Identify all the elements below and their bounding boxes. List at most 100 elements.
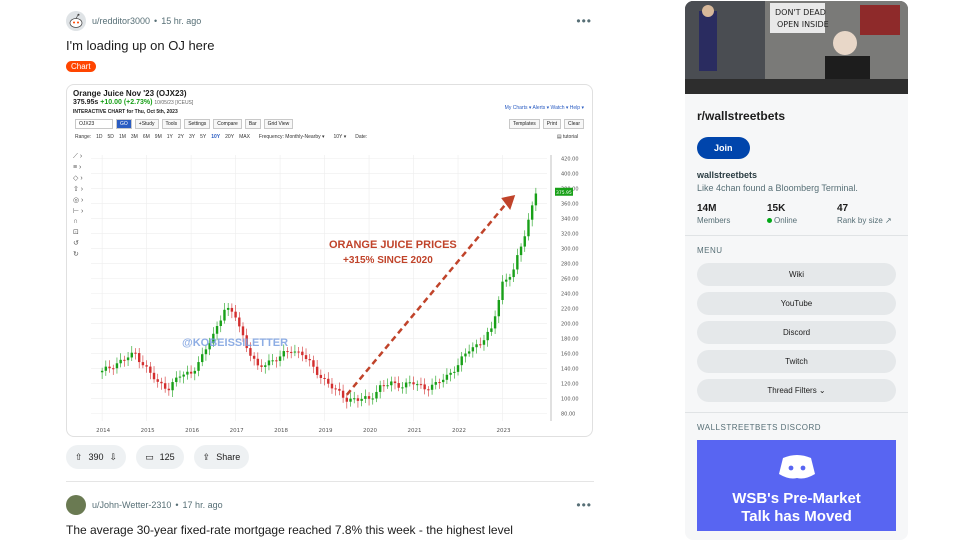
discord-promo[interactable]: WSB's Pre-Market Talk has Moved xyxy=(697,440,896,531)
more-options-icon[interactable]: ••• xyxy=(576,14,592,28)
range-options: 1D 5D 1M 3M 6M 9M 1Y 2Y 3Y 5Y 10Y 20Y MAX xyxy=(96,134,250,140)
y-tick-label: 260.00 xyxy=(561,277,579,283)
post-author[interactable]: u/John-Wetter-2310 xyxy=(92,500,172,510)
community-title: wallstreetbets xyxy=(697,170,758,180)
post-title[interactable]: I'm loading up on OJ here xyxy=(66,38,215,53)
post[interactable]: u/redditor3000 • 15 hr. ago ••• I'm load… xyxy=(66,0,594,469)
y-tick-label: 220.00 xyxy=(561,307,579,313)
avatar[interactable] xyxy=(66,495,86,515)
post-title[interactable]: The average 30-year fixed-rate mortgage … xyxy=(66,523,513,537)
candle-body xyxy=(493,316,497,329)
candle-body xyxy=(416,384,419,386)
candle-body xyxy=(356,398,360,401)
y-tick-label: 300.00 xyxy=(561,247,579,253)
range-option: 1M xyxy=(118,134,126,140)
candle-body xyxy=(160,381,163,384)
annotation-line: +315% SINCE 2020 xyxy=(343,255,433,266)
menu-youtube-button[interactable]: YouTube xyxy=(697,292,896,315)
lock-icon: ⊡ xyxy=(73,229,79,236)
candle-body xyxy=(486,331,489,341)
candle-body xyxy=(241,326,245,336)
menu-discord-button[interactable]: Discord xyxy=(697,321,896,344)
candle-body xyxy=(367,396,371,399)
menu-thread-filters-button[interactable]: Thread Filters ⌄ xyxy=(697,379,896,402)
candle-body xyxy=(501,281,504,300)
post[interactable]: u/John-Wetter-2310 • 17 hr. ago ••• The … xyxy=(66,484,594,538)
candle-body xyxy=(149,366,152,373)
candle-body xyxy=(482,340,486,345)
menu-heading: MENU xyxy=(697,246,723,255)
vote-count: 390 xyxy=(88,452,104,462)
candle-body xyxy=(252,355,256,359)
chart-header: Orange Juice Nov '23 (OJX23) 375.95s +10… xyxy=(73,89,193,117)
candle-body xyxy=(134,352,137,354)
candle-body xyxy=(141,362,145,366)
candle-body xyxy=(208,343,211,350)
y-tick-label: 280.00 xyxy=(561,262,579,268)
svg-text:DON'T DEAD: DON'T DEAD xyxy=(775,8,826,17)
measure-tool-icon: ⊢ › xyxy=(73,208,84,215)
candle-body xyxy=(519,246,523,256)
post-author[interactable]: u/redditor3000 xyxy=(92,16,151,26)
menu-wiki-button[interactable]: Wiki xyxy=(697,263,896,286)
range-option: 10Y xyxy=(211,134,221,140)
candle-body xyxy=(275,360,278,362)
toolbar-item: Settings xyxy=(184,119,211,129)
candle-body xyxy=(390,381,393,386)
more-options-icon[interactable]: ••• xyxy=(576,498,592,512)
candle-body xyxy=(364,396,367,399)
feed: u/redditor3000 • 15 hr. ago ••• I'm load… xyxy=(66,0,594,538)
toolbar-item: Grid View xyxy=(263,119,294,129)
community-stats: 14M Members 15K Online 47 Rank by size ↗ xyxy=(697,203,908,225)
range-label: Range: xyxy=(75,134,92,140)
x-tick-label: 2014 xyxy=(96,428,110,434)
candle-body xyxy=(505,279,508,282)
community-sidebar: DON'T DEAD OPEN INSIDE r/wallstreetbets … xyxy=(685,1,908,540)
post-time: 15 hr. ago xyxy=(161,16,202,26)
candle-body xyxy=(445,374,449,380)
post-flair[interactable]: Chart xyxy=(66,61,96,72)
upvote-icon[interactable]: ⇧ xyxy=(75,451,83,462)
y-tick-label: 420.00 xyxy=(561,157,579,163)
undo-icon: ↺ xyxy=(73,240,79,247)
range-option: 3M xyxy=(130,134,138,140)
candle-body xyxy=(219,320,222,327)
y-tick-label: 120.00 xyxy=(561,382,579,388)
toolbar-item: Templates xyxy=(508,119,540,129)
candle-body xyxy=(404,382,408,388)
separator-dot: • xyxy=(175,500,179,510)
candle-body xyxy=(334,388,337,390)
chart-image[interactable]: Orange Juice Nov '23 (OJX23) 375.95s +10… xyxy=(66,84,593,437)
x-tick-label: 2016 xyxy=(185,428,199,434)
candle-body xyxy=(175,377,178,383)
watermark: @KOBEISSILETTER xyxy=(182,337,288,349)
candle-body xyxy=(215,326,219,334)
chart-date-stamp: 10/05/23 [ICEUS] xyxy=(154,100,194,106)
candle-body xyxy=(427,389,430,391)
candle-body xyxy=(453,371,456,373)
chart-symbol: Orange Juice Nov '23 (OJX23) xyxy=(73,89,187,98)
candle-body xyxy=(234,311,237,318)
share-button[interactable]: ⇪ Share xyxy=(193,445,250,469)
downvote-icon[interactable]: ⇩ xyxy=(109,451,118,462)
candle-body xyxy=(475,344,478,348)
menu-twitch-button[interactable]: Twitch xyxy=(697,350,896,373)
toolbar-item: Bar xyxy=(244,119,261,129)
avatar[interactable] xyxy=(66,11,86,31)
annotation-line: ORANGE JUICE PRICES xyxy=(329,239,457,251)
candle-body xyxy=(260,365,263,367)
online-dot-icon xyxy=(767,218,772,223)
candle-body xyxy=(460,356,463,366)
candle-body xyxy=(471,347,475,352)
tutorial-link: ▤ tutorial xyxy=(556,134,578,140)
candle-body xyxy=(301,351,304,356)
join-button[interactable]: Join xyxy=(697,137,750,159)
comments-button[interactable]: ▭ 125 xyxy=(136,445,184,469)
y-tick-label: 80.00 xyxy=(561,412,575,418)
rank-stat[interactable]: 47 Rank by size ↗ xyxy=(837,203,907,225)
fib-tool-icon: ≡ › xyxy=(73,164,82,171)
freq-range: 10Y ▾ xyxy=(333,134,347,140)
stat-label: Online xyxy=(774,216,798,225)
stat-label: Rank by size ↗ xyxy=(837,216,892,225)
candle-body xyxy=(349,398,352,402)
